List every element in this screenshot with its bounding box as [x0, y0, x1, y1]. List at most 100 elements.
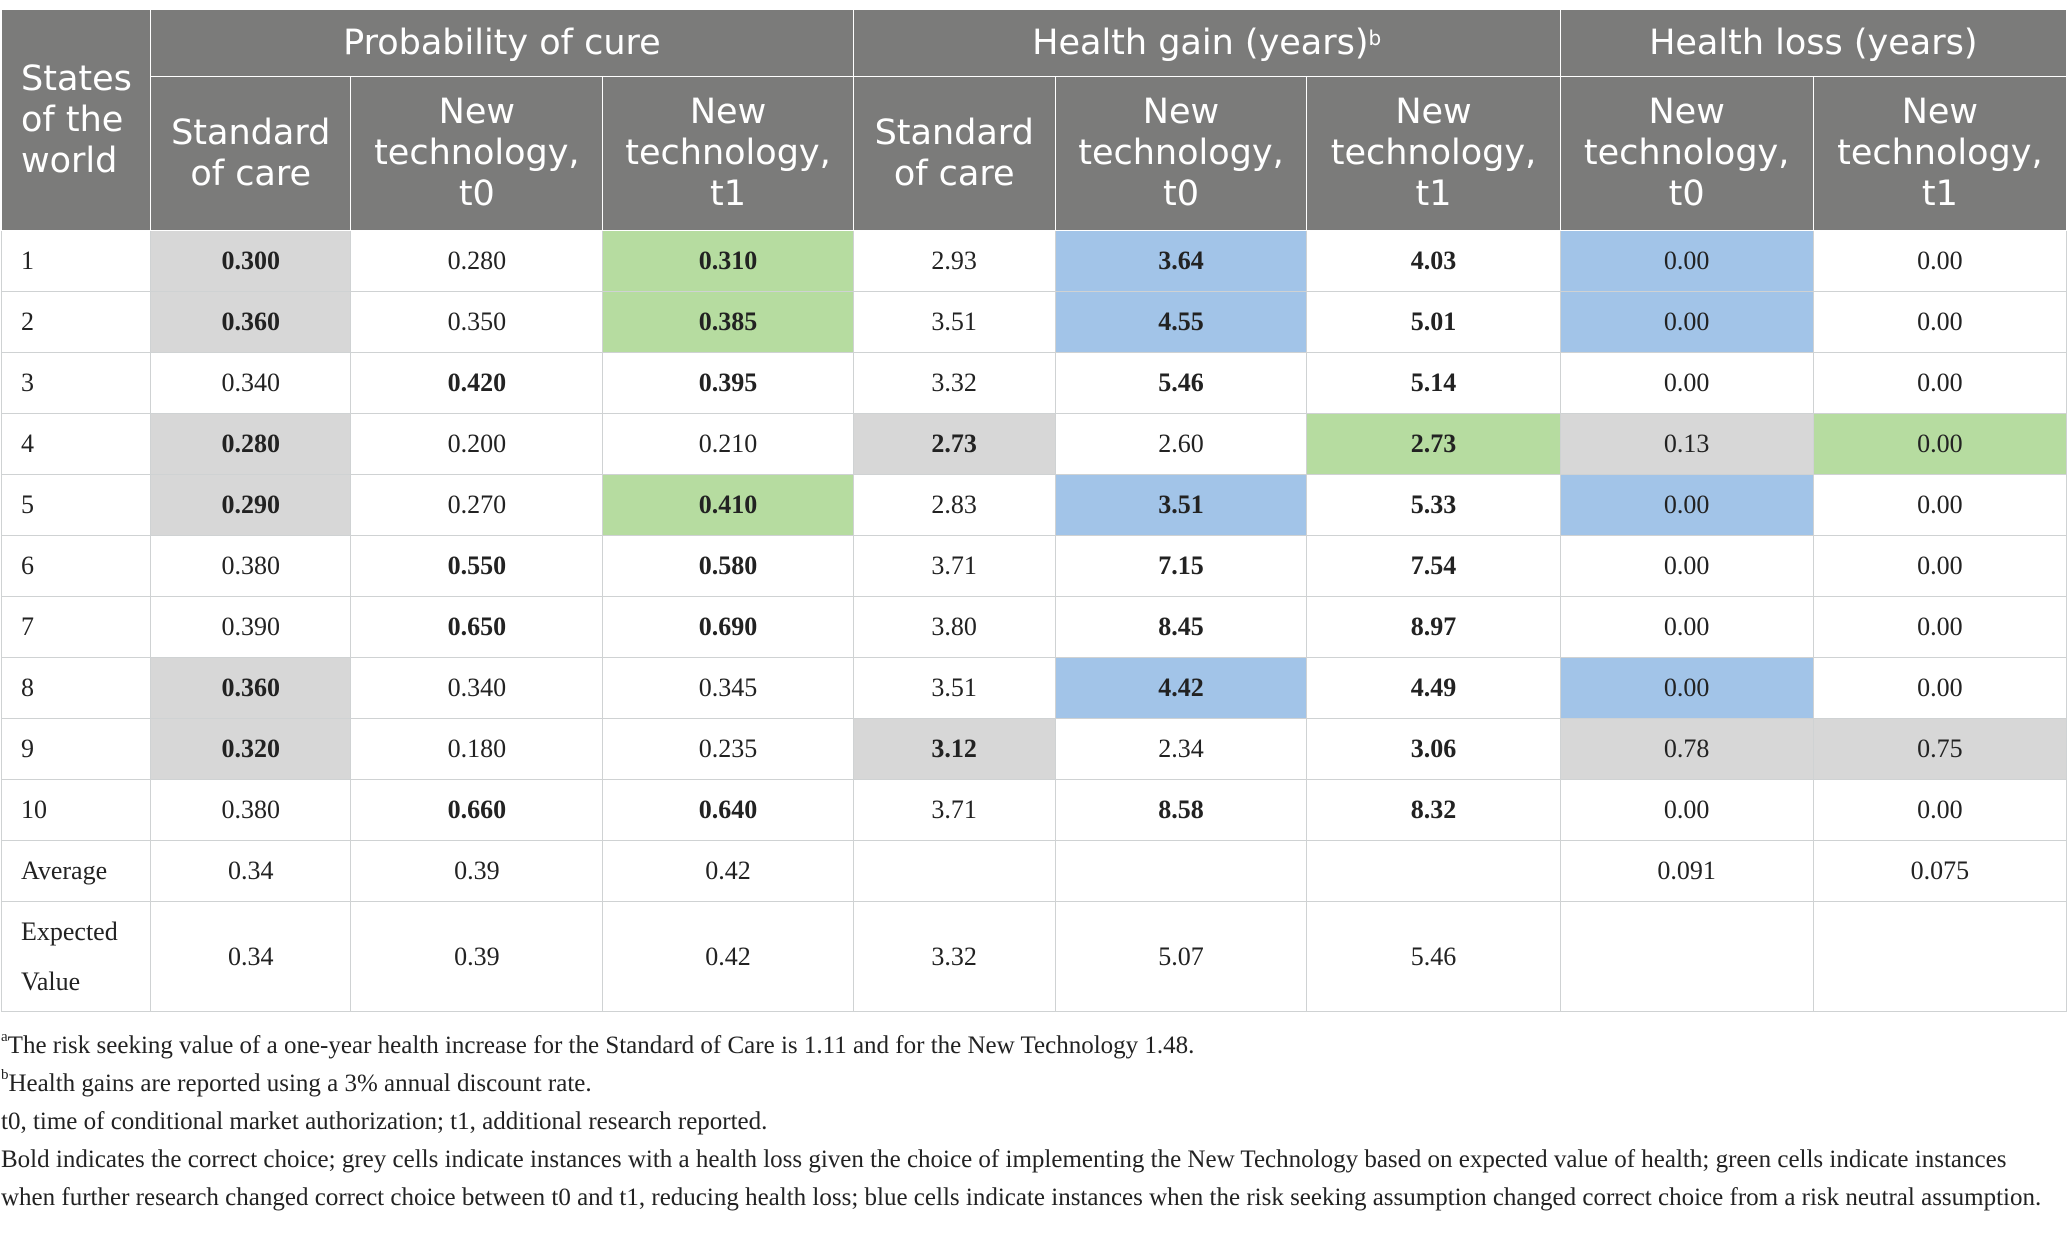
- table-row: 6 0.380 0.550 0.580 3.71 7.15 7.54 0.00 0.00: [1, 535, 2068, 597]
- table-cell: 0.00: [1812, 291, 2068, 353]
- group-header-probability: Probability of cure: [149, 9, 854, 77]
- row-label: 9: [1, 718, 151, 780]
- table-cell: 3.71: [852, 535, 1056, 597]
- footnote-marker: b: [1, 1067, 9, 1083]
- table-cell: 0.00: [1559, 474, 1814, 536]
- footnote: Bold indicates the correct choice; grey …: [1, 1141, 2061, 1217]
- footnote-marker: b: [1368, 26, 1382, 50]
- table-cell: 0.78: [1559, 718, 1814, 780]
- table-cell: 0.00: [1812, 413, 2068, 475]
- table-cell: 0.385: [602, 291, 854, 353]
- table-cell: 3.71: [852, 779, 1056, 841]
- row-label: Average: [1, 840, 151, 902]
- table-cell: [1812, 901, 2068, 1012]
- column-header: New technology, t1: [1812, 76, 2068, 231]
- table-cell: 5.46: [1054, 352, 1308, 414]
- table-cell: 3.32: [852, 901, 1056, 1012]
- table-cell: 0.270: [350, 474, 604, 536]
- column-header: New technology, t0: [350, 76, 604, 231]
- footnote: t0, time of conditional market authoriza…: [1, 1103, 2061, 1141]
- row-label: 7: [1, 596, 151, 658]
- group-header-health-gain-label: Health gain (years): [1032, 23, 1369, 63]
- table-cell: 0.00: [1559, 596, 1814, 658]
- table-cell: 0.091: [1559, 840, 1814, 902]
- table-cell: 4.55: [1054, 291, 1308, 353]
- table-cell: 0.00: [1812, 779, 2068, 841]
- row-label: 2: [1, 291, 151, 353]
- table-row: 9 0.320 0.180 0.235 3.12 2.34 3.06 0.78 0.75: [1, 718, 2068, 780]
- table-cell: 2.93: [852, 230, 1056, 292]
- footnote-marker: a: [1, 1029, 8, 1045]
- table-cell: [1054, 840, 1308, 902]
- table-cell: 0.580: [602, 535, 854, 597]
- row-label: 3: [1, 352, 151, 414]
- table-cell: 7.15: [1054, 535, 1308, 597]
- table-cell: 0.42: [602, 840, 854, 902]
- table-cell: 8.97: [1306, 596, 1561, 658]
- footnote-text: Health gains are reported using a 3% ann…: [8, 1070, 592, 1097]
- row-label: 10: [1, 779, 151, 841]
- table-body: 1 0.300 0.280 0.310 2.93 3.64 4.03 0.00 0.00 2 0.3…: [1, 230, 2068, 1012]
- table-cell: 3.80: [852, 596, 1056, 658]
- table-cell: 0.320: [149, 718, 352, 780]
- table-cell: 2.73: [852, 413, 1056, 475]
- table-cell: 0.380: [149, 779, 352, 841]
- table-cell: 2.34: [1054, 718, 1308, 780]
- table-cell: 8.45: [1054, 596, 1308, 658]
- table-row: 5 0.290 0.270 0.410 2.83 3.51 5.33 0.00 0.00: [1, 474, 2068, 536]
- table-cell: 7.54: [1306, 535, 1561, 597]
- table-cell: 0.34: [149, 901, 352, 1012]
- table-row: 3 0.340 0.420 0.395 3.32 5.46 5.14 0.00 0.00: [1, 352, 2068, 414]
- table-cell: 0.390: [149, 596, 352, 658]
- table-cell: 0.660: [350, 779, 604, 841]
- table-cell: 0.690: [602, 596, 854, 658]
- table-cell: 8.32: [1306, 779, 1561, 841]
- table-cell: 2.60: [1054, 413, 1308, 475]
- table-cell: [852, 840, 1056, 902]
- table-cell: 0.00: [1559, 352, 1814, 414]
- group-header-health-gain: Health gain (years)b: [852, 9, 1561, 77]
- table-cell: 0.00: [1812, 657, 2068, 719]
- column-header: New technology, t0: [1559, 76, 1814, 231]
- table-cell: 0.00: [1812, 230, 2068, 292]
- table-cell: 5.33: [1306, 474, 1561, 536]
- row-label: 4: [1, 413, 151, 475]
- table-cell: 4.03: [1306, 230, 1561, 292]
- table-cell: 0.00: [1812, 352, 2068, 414]
- table-cell: 0.380: [149, 535, 352, 597]
- table-cell: 5.01: [1306, 291, 1561, 353]
- row-label: Expected Value: [1, 901, 151, 1012]
- table-header: States of the world Probability of cure …: [1, 9, 2068, 231]
- table-cell: 0.360: [149, 291, 352, 353]
- table-cell: 0.650: [350, 596, 604, 658]
- table-cell: 0.235: [602, 718, 854, 780]
- table-cell: 0.00: [1559, 657, 1814, 719]
- table-cell: 0.410: [602, 474, 854, 536]
- table-cell: 3.51: [1054, 474, 1308, 536]
- table-cell: 0.340: [149, 352, 352, 414]
- table-cell: 0.640: [602, 779, 854, 841]
- footnote-text: The risk seeking value of a one-year hea…: [7, 1032, 1195, 1059]
- results-table: States of the world Probability of cure …: [1, 9, 2068, 1012]
- table-cell: 5.46: [1306, 901, 1561, 1012]
- table-cell: 5.07: [1054, 901, 1308, 1012]
- table-cell: 0.42: [602, 901, 854, 1012]
- footnote: aThe risk seeking value of a one-year he…: [1, 1027, 2061, 1065]
- table-cell: 0.39: [350, 901, 604, 1012]
- table-cell: 2.73: [1306, 413, 1561, 475]
- table-cell: 0.360: [149, 657, 352, 719]
- table-cell: 0.280: [149, 413, 352, 475]
- table-cell: 0.00: [1559, 230, 1814, 292]
- row-label: 8: [1, 657, 151, 719]
- column-header: Standard of care: [149, 76, 352, 231]
- table-cell: 0.00: [1559, 291, 1814, 353]
- column-header: New technology, t1: [602, 76, 854, 231]
- table-cell: 0.00: [1559, 535, 1814, 597]
- table-cell: 3.64: [1054, 230, 1308, 292]
- table-cell: [1559, 901, 1814, 1012]
- table-cell: 5.14: [1306, 352, 1561, 414]
- table-row: 4 0.280 0.200 0.210 2.73 2.60 2.73 0.13 0.00: [1, 413, 2068, 475]
- table-cell: 3.12: [852, 718, 1056, 780]
- table-cell: 3.51: [852, 291, 1056, 353]
- table-cell: 3.51: [852, 657, 1056, 719]
